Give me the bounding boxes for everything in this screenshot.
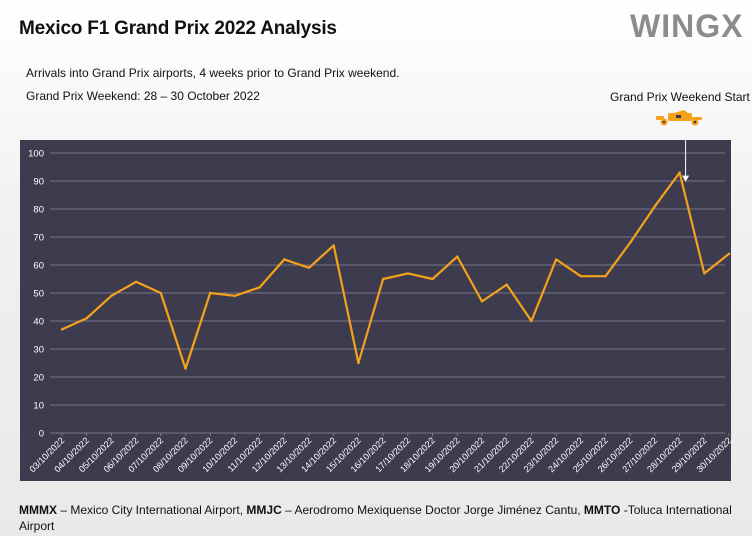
chart-plot-panel: [20, 140, 731, 481]
airport-code-mmmx: MMMX: [19, 503, 57, 517]
data-point-26: [703, 272, 706, 275]
y-tick-label-100: 100: [28, 149, 44, 160]
data-point-9: [283, 258, 286, 261]
data-point-15: [431, 277, 434, 281]
airport-name-mmmx: – Mexico City International Airport,: [57, 503, 247, 517]
y-tick-label-90: 90: [33, 177, 44, 188]
data-point-3: [134, 280, 138, 283]
race-car-icon: [656, 110, 702, 126]
y-tick-label-60: 60: [33, 261, 44, 272]
y-tick-label-10: 10: [33, 401, 44, 412]
data-point-11: [332, 244, 335, 247]
gp-start-arrow-head: [682, 175, 690, 182]
subtitle-weekend-dates: Grand Prix Weekend: 28 – 30 October 2022: [26, 89, 260, 103]
grand-prix-start-label: Grand Prix Weekend Start: [610, 90, 750, 104]
airport-legend-footer: MMMX – Mexico City International Airport…: [19, 502, 739, 534]
y-tick-label-70: 70: [33, 233, 44, 244]
data-point-21: [579, 275, 582, 278]
subtitle-arrivals: Arrivals into Grand Prix airports, 4 wee…: [26, 66, 400, 80]
data-point-24: [653, 205, 657, 208]
y-tick-label-50: 50: [33, 289, 44, 300]
arrivals-line-chart: 010203040506070809010003/10/202204/10/20…: [27, 140, 731, 474]
data-point-13: [381, 277, 385, 281]
data-point-17: [480, 300, 484, 303]
data-point-4: [159, 291, 163, 295]
y-tick-label-30: 30: [33, 345, 44, 356]
data-point-0: [60, 328, 64, 331]
data-point-5: [184, 367, 187, 370]
data-point-10: [307, 266, 311, 269]
data-point-7: [233, 294, 237, 297]
y-tick-label-40: 40: [33, 317, 44, 328]
data-point-23: [628, 241, 632, 244]
data-point-14: [406, 272, 410, 275]
data-point-12: [357, 361, 360, 365]
data-point-8: [258, 286, 261, 289]
data-point-27: [727, 252, 731, 255]
data-point-2: [110, 294, 113, 297]
data-point-6: [209, 291, 212, 295]
y-tick-label-0: 0: [39, 429, 44, 440]
airport-code-mmto: MMTO: [583, 503, 621, 517]
data-point-22: [604, 275, 607, 278]
airport-code-mmjc: MMJC: [246, 503, 282, 517]
page-title: Mexico F1 Grand Prix 2022 Analysis: [19, 18, 337, 39]
data-point-1: [85, 317, 88, 320]
arrivals-series-line: [61, 171, 730, 370]
data-point-18: [505, 283, 508, 286]
data-point-19: [530, 319, 533, 323]
data-point-16: [456, 255, 459, 258]
data-point-25: [678, 171, 681, 174]
wingx-logo: WINGX: [630, 8, 744, 44]
y-tick-label-80: 80: [33, 205, 44, 216]
airport-name-mmjc: – Aerodromo Mexiquense Doctor Jorge Jimé…: [281, 503, 584, 517]
airport-name-mmto: -Toluca International Airport: [19, 503, 732, 533]
y-tick-label-20: 20: [33, 373, 44, 384]
data-point-20: [554, 258, 558, 261]
